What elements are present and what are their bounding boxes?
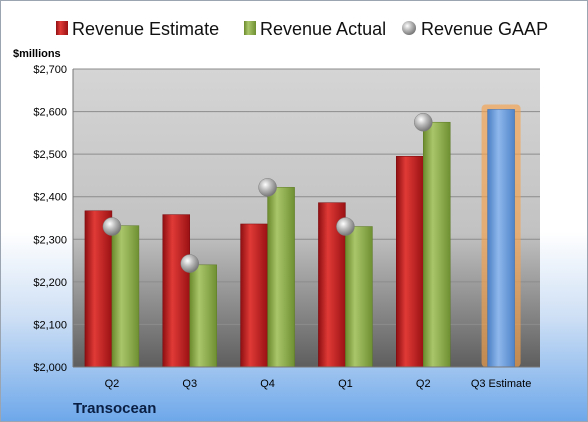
bar-revenue-actual — [189, 264, 217, 368]
chart-marks — [84, 104, 521, 368]
point-revenue-gaap — [258, 178, 277, 197]
axes: $2,000 $2,100 $2,200 $2,300 $2,400 $2,500 $2,6… — [33, 64, 540, 390]
y-tick-label: $2,600 — [33, 107, 67, 119]
bar-forecast-estimate — [487, 109, 515, 368]
y-tick-label: $2,400 — [33, 192, 67, 204]
bar-revenue-actual — [345, 226, 373, 368]
bar-revenue-actual — [423, 121, 451, 368]
bar-revenue-estimate — [84, 210, 113, 368]
plot-area — [73, 69, 540, 367]
bar-revenue-actual — [111, 225, 140, 368]
legend-swatch-gaap — [402, 21, 416, 35]
x-tick-label: Q4 — [260, 378, 275, 390]
gridlines — [73, 68, 540, 368]
x-tick-label: Q2 — [105, 378, 120, 390]
legend-label-estimate: Revenue Estimate — [72, 19, 219, 39]
x-tick-label: Q3 — [182, 378, 197, 390]
bar-revenue-estimate — [396, 156, 424, 368]
y-unit-label: $millions — [13, 48, 61, 60]
point-revenue-gaap — [102, 217, 122, 236]
point-revenue-gaap — [336, 217, 355, 236]
x-tick-label: Q2 — [416, 378, 431, 390]
y-tick-label: $2,000 — [33, 362, 67, 374]
legend-swatch-actual — [244, 21, 256, 35]
point-revenue-gaap — [414, 112, 433, 132]
bar-revenue-actual — [267, 187, 295, 368]
legend-swatch-estimate — [56, 21, 68, 35]
legend-label-gaap: Revenue GAAP — [421, 19, 548, 39]
y-tick-label: $2,500 — [33, 149, 67, 161]
y-tick-label: $2,100 — [33, 319, 67, 331]
y-tick-label: $2,700 — [33, 64, 67, 76]
y-tick-label: $2,300 — [33, 234, 67, 246]
bar-revenue-estimate — [162, 214, 190, 368]
legend-label-actual: Revenue Actual — [260, 19, 386, 39]
legend: Revenue Estimate Revenue Actual Revenue … — [56, 19, 548, 39]
bar-revenue-estimate — [240, 223, 268, 368]
y-tick-label: $2,200 — [33, 277, 67, 289]
x-tick-label: Q3 Estimate — [471, 378, 532, 390]
point-revenue-gaap — [180, 254, 199, 273]
company-name: Transocean — [73, 400, 156, 417]
x-tick-label: Q1 — [338, 378, 353, 390]
